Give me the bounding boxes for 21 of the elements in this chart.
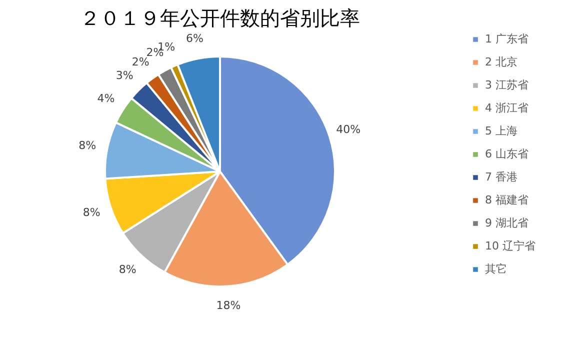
data-label: 18% (216, 299, 241, 312)
data-label: 8% (82, 206, 100, 220)
legend-label: 6 山东省 (485, 148, 528, 160)
legend-label: 10 辽宁省 (485, 240, 536, 252)
data-label: 8% (118, 262, 136, 276)
legend-label: 3 江苏省 (485, 78, 528, 92)
legend-label: 7 香港 (485, 170, 518, 184)
data-label: 6% (186, 32, 204, 45)
data-label: 40% (336, 122, 361, 136)
data-label: 3% (116, 69, 134, 82)
legend-label: 9 湖北省 (485, 216, 528, 230)
legend-label: 8 福建省 (485, 194, 528, 206)
legend-label: 1 广东省 (485, 32, 528, 46)
data-label: 8% (78, 139, 96, 152)
legend-label: 5 上海 (485, 124, 518, 138)
data-label: 4% (97, 92, 115, 106)
legend-label: 其它 (485, 262, 507, 276)
legend-label: 2 北京 (485, 56, 518, 68)
chart-title: ２０１９年公开件数的省别比率 (80, 6, 360, 30)
data-label: 2% (132, 55, 150, 68)
legend-label: 4 浙江省 (485, 102, 528, 114)
